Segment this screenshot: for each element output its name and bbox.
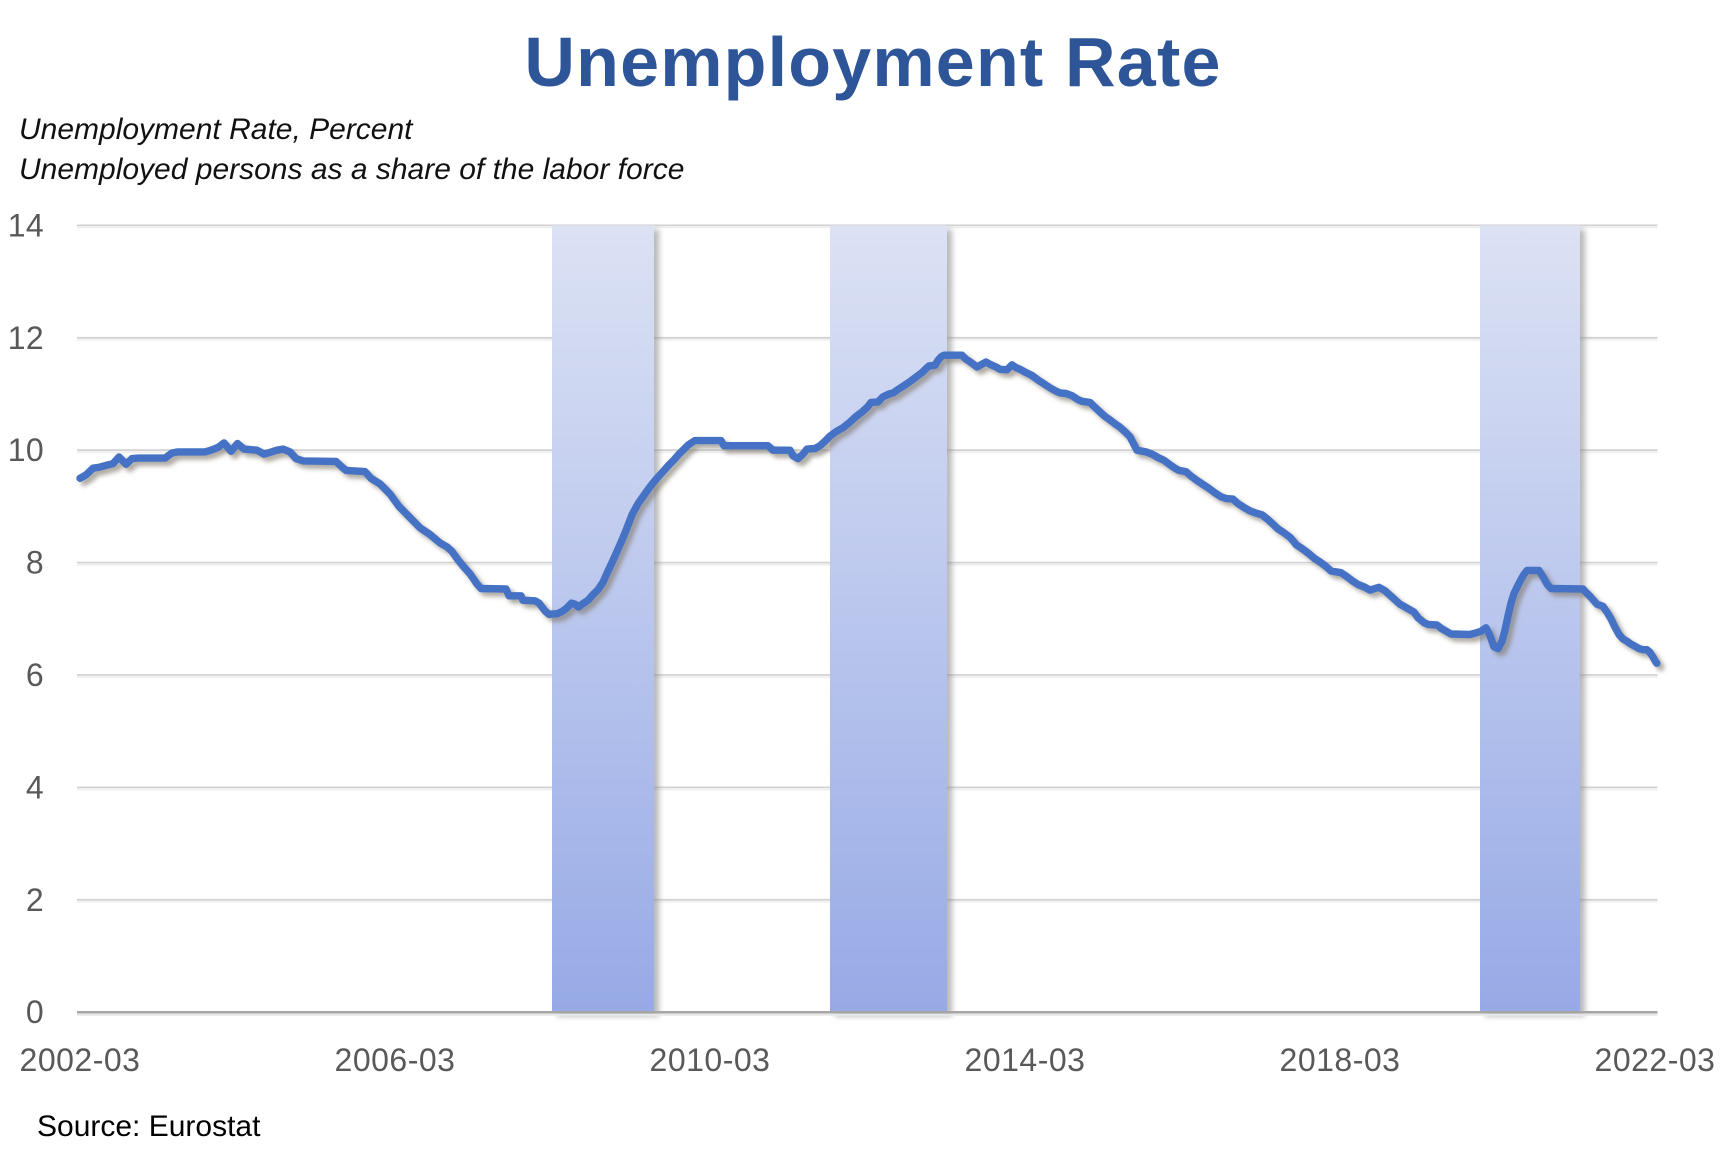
svg-text:12: 12 (8, 320, 44, 356)
svg-text:6: 6 (26, 657, 44, 693)
svg-text:2006-03: 2006-03 (335, 1042, 456, 1078)
svg-text:2014-03: 2014-03 (965, 1042, 1086, 1078)
svg-text:2: 2 (26, 882, 44, 918)
svg-text:4: 4 (26, 769, 44, 805)
svg-text:0: 0 (26, 994, 44, 1030)
svg-text:2002-03: 2002-03 (20, 1042, 141, 1078)
svg-text:10: 10 (8, 432, 44, 468)
svg-text:8: 8 (26, 545, 44, 581)
svg-text:2022-03: 2022-03 (1595, 1042, 1716, 1078)
svg-text:2018-03: 2018-03 (1280, 1042, 1401, 1078)
svg-text:2010-03: 2010-03 (650, 1042, 771, 1078)
svg-text:14: 14 (8, 207, 44, 243)
